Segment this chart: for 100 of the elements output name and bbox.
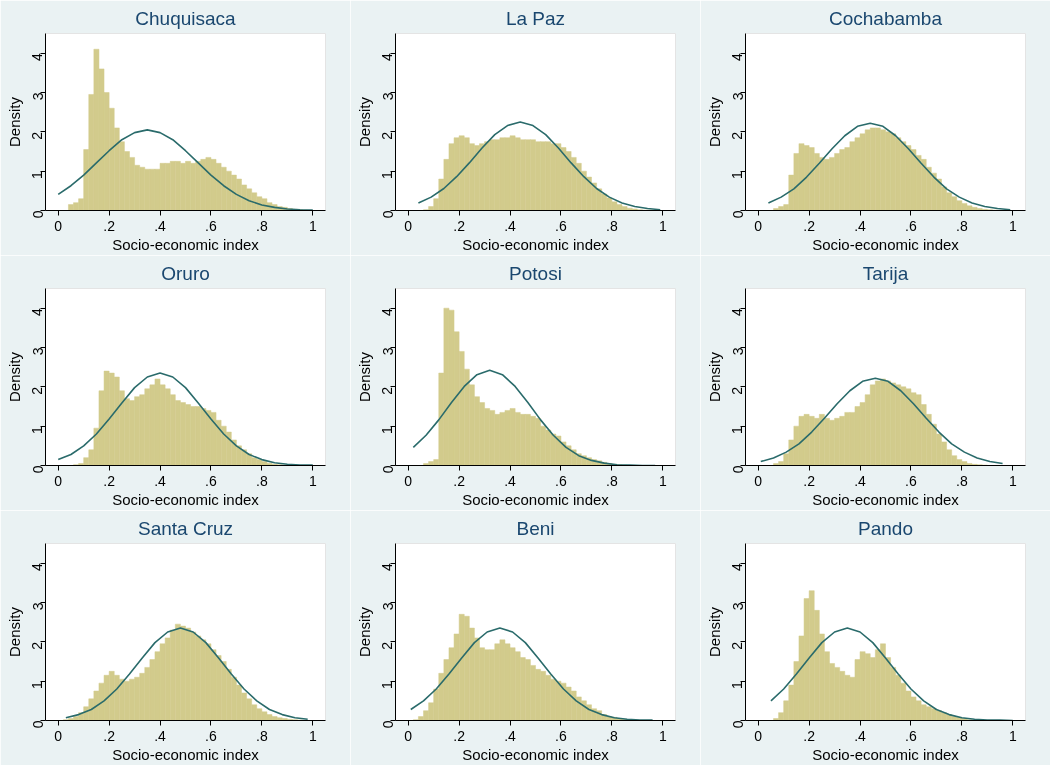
y-tick-label: 0 <box>729 720 746 729</box>
x-tick-label: .2 <box>453 472 466 489</box>
y-tick-label: 1 <box>29 680 46 689</box>
y-axis-title: Density <box>355 606 373 658</box>
x-tick-label: .2 <box>103 727 116 744</box>
y-tick-label: 2 <box>379 641 396 650</box>
x-tick-label: 0 <box>754 727 763 744</box>
x-axis-title: Socio-economic index <box>812 490 960 508</box>
y-tick-label: 3 <box>729 602 746 611</box>
x-axis-title: Socio-economic index <box>812 745 960 763</box>
x-tick-label: 1 <box>1008 472 1017 489</box>
x-tick-label: .2 <box>803 727 816 744</box>
x-tick-label: 0 <box>404 472 413 489</box>
y-axis-title: Density <box>5 351 23 403</box>
y-tick-label: 3 <box>29 602 46 611</box>
x-axis-title: Socio-economic index <box>812 235 960 253</box>
y-tick-label: 2 <box>29 131 46 140</box>
x-tick-label: .8 <box>256 217 268 234</box>
y-tick-label: 2 <box>379 386 396 395</box>
chart-title: Potosi <box>509 262 562 284</box>
x-tick-label: 1 <box>308 217 317 234</box>
y-tick-label: 0 <box>379 210 396 219</box>
y-tick-label: 1 <box>29 425 46 434</box>
y-tick-label: 4 <box>29 307 46 316</box>
y-tick-label: 3 <box>29 347 46 356</box>
x-tick-label: .4 <box>854 472 867 489</box>
x-axis-title: Socio-economic index <box>462 490 610 508</box>
y-tick-label: 4 <box>379 52 396 61</box>
x-tick-label: 0 <box>54 217 63 234</box>
y-tick-label: 4 <box>29 562 46 571</box>
x-tick-label: 0 <box>54 472 63 489</box>
x-tick-label: .8 <box>956 217 968 234</box>
y-tick-label: 4 <box>379 562 396 571</box>
x-tick-label: 1 <box>658 727 667 744</box>
x-tick-label: 0 <box>754 217 763 234</box>
chart-title: Chuquisaca <box>135 7 237 29</box>
x-tick-label: 1 <box>1008 727 1017 744</box>
x-tick-label: 0 <box>754 472 763 489</box>
x-tick-label: .2 <box>453 727 466 744</box>
chart-title: Pando <box>858 517 913 539</box>
y-axis-title: Density <box>355 351 373 403</box>
y-tick-label: 3 <box>29 92 46 101</box>
x-tick-label: .6 <box>555 727 568 744</box>
x-axis-title: Socio-economic index <box>112 490 260 508</box>
x-tick-label: 1 <box>658 217 667 234</box>
x-axis-title: Socio-economic index <box>462 745 610 763</box>
y-tick-label: 0 <box>729 465 746 474</box>
y-tick-label: 2 <box>379 131 396 140</box>
x-tick-label: .6 <box>905 217 918 234</box>
x-tick-label: .6 <box>555 217 568 234</box>
chart-title: Oruro <box>161 262 210 284</box>
y-tick-label: 4 <box>729 307 746 316</box>
y-tick-label: 1 <box>379 170 396 179</box>
y-tick-label: 1 <box>379 680 396 689</box>
y-tick-label: 4 <box>729 52 746 61</box>
chart-title: La Paz <box>505 7 566 29</box>
y-tick-label: 1 <box>729 170 746 179</box>
y-tick-label: 0 <box>29 210 46 219</box>
x-tick-label: .8 <box>956 472 968 489</box>
y-tick-label: 0 <box>29 465 46 474</box>
x-tick-label: .4 <box>854 217 867 234</box>
x-tick-label: .4 <box>154 727 167 744</box>
x-tick-label: .4 <box>854 727 867 744</box>
x-tick-label: .8 <box>606 727 618 744</box>
x-tick-label: .8 <box>256 727 268 744</box>
y-tick-label: 1 <box>729 680 746 689</box>
x-tick-label: 1 <box>658 472 667 489</box>
x-tick-label: .4 <box>504 727 517 744</box>
x-axis-title: Socio-economic index <box>112 235 260 253</box>
y-tick-label: 4 <box>29 52 46 61</box>
y-tick-label: 3 <box>379 602 396 611</box>
y-tick-label: 2 <box>729 131 746 140</box>
y-tick-label: 1 <box>379 425 396 434</box>
x-tick-label: .4 <box>154 472 167 489</box>
x-tick-label: .2 <box>803 217 816 234</box>
y-tick-label: 2 <box>729 386 746 395</box>
x-tick-label: .2 <box>103 472 116 489</box>
x-tick-label: 1 <box>308 472 317 489</box>
x-tick-label: .4 <box>154 217 167 234</box>
chart-title: Beni <box>516 517 555 539</box>
y-axis-title: Density <box>705 606 723 658</box>
x-tick-label: 0 <box>404 727 413 744</box>
x-tick-label: .2 <box>803 472 816 489</box>
y-tick-label: 1 <box>729 425 746 434</box>
x-tick-label: .4 <box>504 217 517 234</box>
x-tick-label: .6 <box>905 727 918 744</box>
y-axis-title: Density <box>705 351 723 403</box>
y-axis-title: Density <box>5 96 23 148</box>
x-axis-title: Socio-economic index <box>112 745 260 763</box>
y-tick-label: 0 <box>729 210 746 219</box>
y-tick-label: 4 <box>729 562 746 571</box>
y-tick-label: 2 <box>29 386 46 395</box>
x-tick-label: .8 <box>956 727 968 744</box>
y-axis-title: Density <box>705 96 723 148</box>
x-tick-label: .8 <box>606 217 618 234</box>
x-tick-label: 0 <box>54 727 63 744</box>
x-tick-label: .6 <box>905 472 918 489</box>
y-tick-label: 3 <box>729 92 746 101</box>
x-tick-label: 0 <box>404 217 413 234</box>
y-tick-label: 2 <box>729 641 746 650</box>
